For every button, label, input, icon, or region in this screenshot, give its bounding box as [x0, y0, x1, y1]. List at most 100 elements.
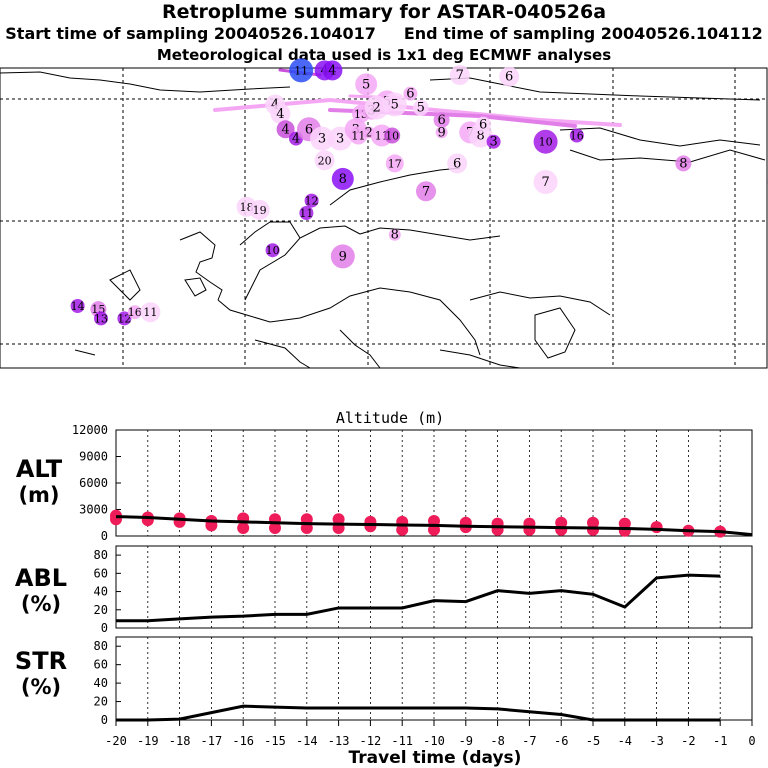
alt-unit: (m)	[18, 483, 60, 507]
alt-cluster-point	[618, 517, 631, 530]
abl-y-tick-label: 80	[94, 548, 108, 562]
map-cluster-marker: 4	[276, 120, 295, 139]
map-cluster-marker: 7	[416, 181, 436, 202]
alt-cluster-point	[110, 513, 122, 526]
alt-cluster-point	[332, 513, 345, 526]
map-cluster-label: 11	[143, 306, 157, 319]
alt-cluster-point	[110, 509, 122, 522]
alt-cluster-point	[682, 524, 695, 537]
map-cluster-label: 3	[336, 132, 344, 147]
map-cluster-marker: 4	[270, 103, 291, 124]
x-tick-label: -15	[264, 734, 286, 748]
alt-cluster-point	[491, 523, 504, 536]
map-cluster-label: 8	[391, 228, 399, 243]
map-cluster-label: 10	[266, 244, 280, 257]
abl-y-tick-label: 0	[101, 621, 108, 635]
alt-cluster-point	[364, 515, 377, 528]
map-cluster-marker: 10	[384, 127, 401, 144]
map-cluster-marker: 14	[70, 299, 85, 313]
x-axis: -20 -19 -18 -17 -16 -15 -14 -13 -12 -11 -10 -9 -8 -7-…	[105, 720, 756, 748]
alt-cluster-point	[364, 520, 377, 533]
str-panel-label: STR (%)	[14, 648, 68, 700]
str-panel: 0 20 40 60 80	[94, 636, 753, 727]
map-cluster-label: 7	[541, 175, 549, 190]
x-tick-label: -6	[554, 734, 568, 748]
map-cluster-label: 16	[128, 306, 142, 319]
map-cluster-marker: 6	[475, 116, 492, 133]
str-y-tick-label: 0	[101, 713, 108, 727]
alt-y-tick-label: 12000	[72, 423, 108, 437]
map-cluster-label: 8	[679, 156, 687, 171]
map-cluster-label: 6	[505, 70, 513, 85]
alt-cluster-point	[237, 512, 250, 525]
alt-label: ALT	[15, 455, 63, 483]
map-cluster-label: 5	[417, 101, 425, 116]
map-cluster-label: 11	[299, 207, 313, 220]
map-cluster-marker: 6	[433, 112, 450, 128]
map-cluster-marker: 2	[364, 95, 389, 120]
abl-label: ABL	[14, 564, 68, 592]
page-title: Retroplume summary for ASTAR-040526a	[161, 1, 607, 23]
map-cluster-marker: 16	[127, 305, 142, 320]
map-cluster-label: 9	[437, 125, 445, 140]
x-tick-label: -5	[586, 734, 600, 748]
x-tick-label: -7	[522, 734, 536, 748]
map-cluster-marker: 3	[486, 134, 501, 150]
alt-cluster-point	[300, 522, 313, 535]
str-y-tick-label: 40	[94, 676, 108, 690]
x-tick-label: -17	[201, 734, 223, 748]
str-y-tick-label: 80	[94, 639, 108, 653]
map-cluster-marker: 8	[388, 228, 401, 243]
abl-y-tick-label: 40	[94, 585, 108, 599]
x-tick-label: -9	[459, 734, 473, 748]
alt-cluster-point	[523, 517, 536, 530]
map-cluster-label: 3	[318, 132, 326, 147]
map-cluster-label: 7	[456, 68, 464, 83]
alt-plot-frame	[115, 429, 753, 537]
map-cluster-label: 6	[437, 113, 445, 128]
map-cluster-label: 9	[339, 249, 347, 264]
map-cluster-marker: 11	[289, 58, 314, 83]
map-cluster-label: 5	[362, 77, 370, 92]
map-cluster-marker: 10	[265, 243, 280, 258]
alt-cluster-point	[618, 524, 631, 537]
map-cluster-marker: 7	[449, 65, 470, 86]
map-cluster-label: 12	[305, 195, 319, 208]
map-cluster-marker: 4	[322, 60, 343, 81]
alt-cluster-point	[332, 522, 345, 535]
map-cluster-label: 4	[271, 98, 279, 113]
map-cluster-marker: 9	[330, 244, 355, 269]
map-cluster-label: 5	[391, 98, 399, 113]
map-cluster-marker: 13	[94, 311, 108, 326]
x-tick-label: -4	[618, 734, 632, 748]
retroplume-map: 1144556764444633321331111105256978631016…	[0, 58, 768, 369]
x-tick-label: -11	[391, 734, 413, 748]
alt-cluster-point	[141, 514, 154, 527]
map-cluster-label: 20	[318, 154, 332, 167]
map-cluster-label: 12	[117, 312, 131, 325]
map-cluster-marker: 6	[447, 153, 468, 174]
map-cluster-label: 7	[422, 184, 430, 199]
alt-cluster-point	[587, 523, 599, 536]
map-cluster-label: 11	[294, 64, 308, 77]
x-tick-label: -3	[649, 734, 663, 748]
map-cluster-labels: 1144556764444633321331111105256978631016…	[70, 58, 768, 326]
x-tick-label: -13	[328, 734, 350, 748]
map-cluster-marker: 16	[569, 128, 584, 143]
x-tick-label: -16	[232, 734, 254, 748]
str-label: STR	[14, 647, 68, 675]
map-cluster-marker: 9	[435, 125, 448, 140]
map-cluster-marker: 12	[117, 311, 131, 326]
abl-panel-label: ABL (%)	[14, 565, 68, 617]
str-y-tick-label: 20	[94, 695, 108, 709]
x-tick-label: -8	[490, 734, 504, 748]
alt-panel: 0 3000 6000 9000 12000	[72, 423, 753, 543]
map-cluster-label: 4	[292, 132, 300, 147]
str-unit: (%)	[20, 675, 62, 699]
str-plot-frame	[115, 636, 753, 721]
map-cluster-label: 10	[539, 136, 553, 149]
map-cluster-label: 4	[328, 63, 336, 78]
colorbar-label: Altitude (m)	[335, 409, 445, 427]
alt-cluster-point	[555, 516, 568, 529]
alt-y-tick-label: 3000	[79, 503, 108, 517]
